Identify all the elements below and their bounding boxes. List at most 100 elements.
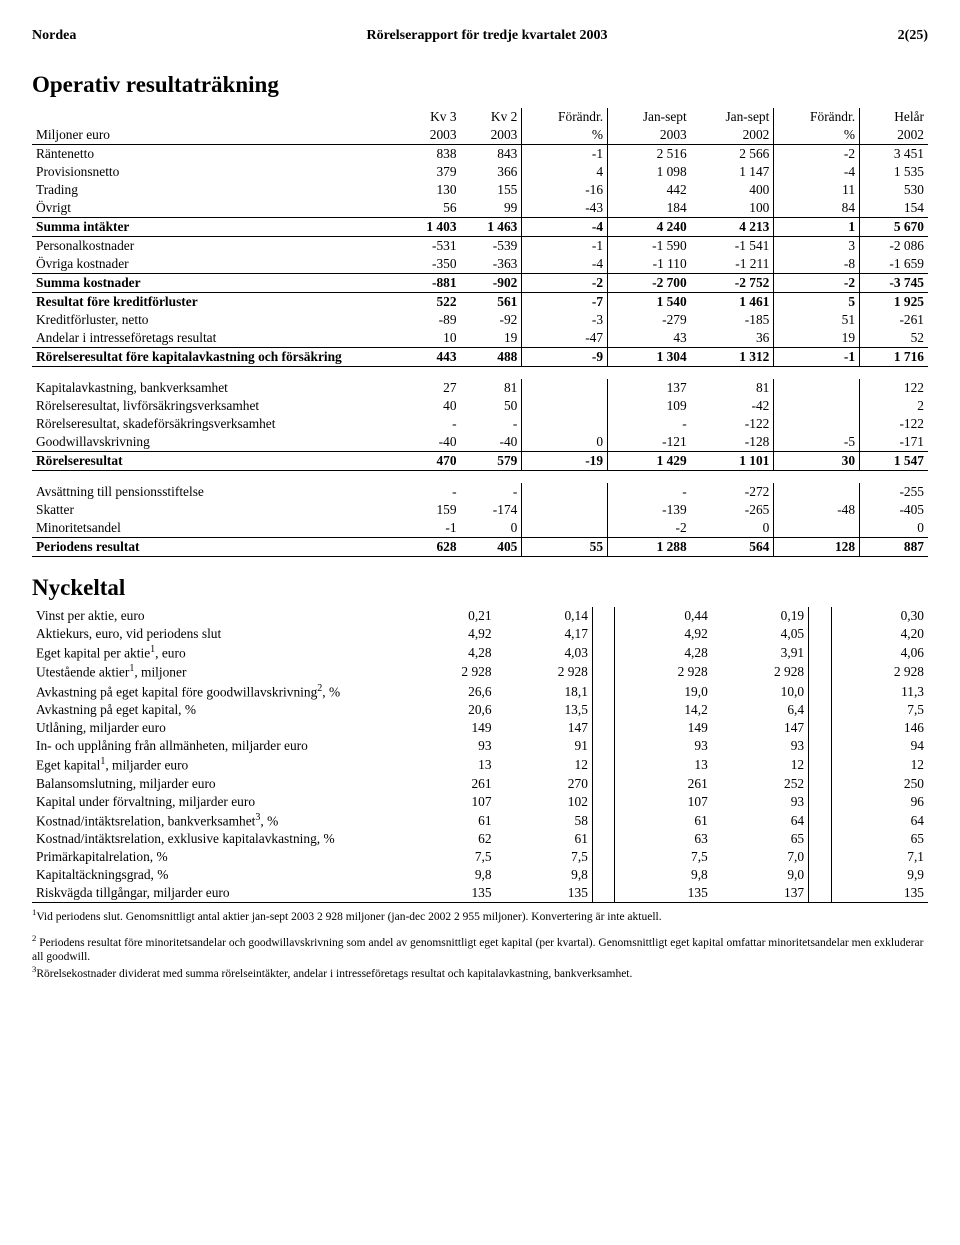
cell: -19 [522,452,608,471]
table-row: In- och upplåning från allmänheten, milj… [32,737,928,755]
cell: 3 [774,237,860,256]
cell: 379 [400,163,461,181]
cell: - [400,483,461,501]
cell: 12 [496,755,593,774]
cell: 14,2 [615,701,712,719]
footnotes: 1Vid periodens slut. Genomsnittligt anta… [32,907,928,981]
cell [809,755,832,774]
table-row: Rörelseresultat, livförsäkringsverksamhe… [32,397,928,415]
cell: 2 928 [712,662,809,681]
cell: 2 928 [496,662,593,681]
cell [592,701,615,719]
row-label: Rörelseresultat, skadeförsäkringsverksam… [32,415,400,433]
cell: 579 [461,452,522,471]
cell: 155 [461,181,522,199]
cell: 442 [608,181,691,199]
cell: 109 [608,397,691,415]
cell [774,397,860,415]
cell: 50 [461,397,522,415]
report-title: Rörelserapport för tredje kvartalet 2003 [366,28,607,44]
cell: -16 [522,181,608,199]
cell: 6,4 [712,701,809,719]
cell: 81 [461,379,522,397]
cell: 51 [774,311,860,329]
cell: - [461,483,522,501]
row-label: Aktiekurs, euro, vid periodens slut [32,625,400,643]
cell: 1 288 [608,538,691,557]
column-header: Kv 2 [461,108,522,126]
row-label: Kapital under förvaltning, miljarder eur… [32,793,400,811]
table-row: Provisionsnetto37936641 0981 147-41 535 [32,163,928,181]
cell [809,848,832,866]
row-label: Riskvägda tillgångar, miljarder euro [32,884,400,903]
cell: 184 [608,199,691,218]
cell: 9,0 [712,866,809,884]
brand: Nordea [32,28,76,44]
cell [592,625,615,643]
cell: 400 [691,181,774,199]
cell: 5 670 [860,218,928,237]
cell: -2 [774,274,860,293]
cell: 1 535 [860,163,928,181]
cell: 4,03 [496,643,593,662]
table-row: Rörelseresultat, skadeförsäkringsverksam… [32,415,928,433]
table-row: Avkastning på eget kapital före goodwill… [32,682,928,701]
cell: 147 [712,719,809,737]
cell: -40 [461,433,522,452]
cell: -539 [461,237,522,256]
cell: 128 [774,538,860,557]
cell: 10,0 [712,682,809,701]
cell: 261 [400,775,496,793]
table-row: Resultat före kreditförluster522561-71 5… [32,293,928,312]
cell: -174 [461,501,522,519]
cell: 56 [400,199,461,218]
cell: 0 [691,519,774,538]
table-row: Avkastning på eget kapital, %20,613,514,… [32,701,928,719]
cell: 55 [522,538,608,557]
cell: 7,1 [831,848,928,866]
cell [592,866,615,884]
row-label: Utlåning, miljarder euro [32,719,400,737]
cell: 135 [496,884,593,903]
cell: 2 566 [691,145,774,164]
cell: 1 925 [860,293,928,312]
cell: 18,1 [496,682,593,701]
keyratios-table: Vinst per aktie, euro0,210,140,440,190,3… [32,607,928,903]
cell: 107 [615,793,712,811]
row-label: Kapitalavkastning, bankverksamhet [32,379,400,397]
cell: -8 [774,255,860,274]
cell: -2 [522,274,608,293]
column-header: Jan-sept [691,108,774,126]
cell: 93 [400,737,496,755]
column-header: Jan-sept [608,108,691,126]
cell: 250 [831,775,928,793]
column-header: 2003 [461,126,522,145]
table-row: Kreditförluster, netto-89-92-3-279-18551… [32,311,928,329]
cell: 30 [774,452,860,471]
cell: 0 [860,519,928,538]
cell: 137 [608,379,691,397]
cell: -265 [691,501,774,519]
table-row: Kapitaltäckningsgrad, %9,89,89,89,09,9 [32,866,928,884]
cell [592,848,615,866]
cell: -1 [774,348,860,367]
cell: 154 [860,199,928,218]
cell: 4,06 [831,643,928,662]
cell [592,811,615,830]
page-header: Nordea Rörelserapport för tredje kvartal… [32,28,928,44]
cell: 0,30 [831,607,928,625]
cell [592,682,615,701]
cell: 94 [831,737,928,755]
cell: 81 [691,379,774,397]
cell [522,379,608,397]
row-label: Andelar i intresseföretags resultat [32,329,400,348]
row-label: Kreditförluster, netto [32,311,400,329]
cell: -255 [860,483,928,501]
cell: 4,92 [400,625,496,643]
cell: 137 [712,884,809,903]
page-number: 2(25) [898,28,928,44]
table-row: Summa intäkter1 4031 463-44 2404 21315 6… [32,218,928,237]
table-row: Summa kostnader-881-902-2-2 700-2 752-2-… [32,274,928,293]
cell [592,643,615,662]
row-label: Utestående aktier1, miljoner [32,662,400,681]
